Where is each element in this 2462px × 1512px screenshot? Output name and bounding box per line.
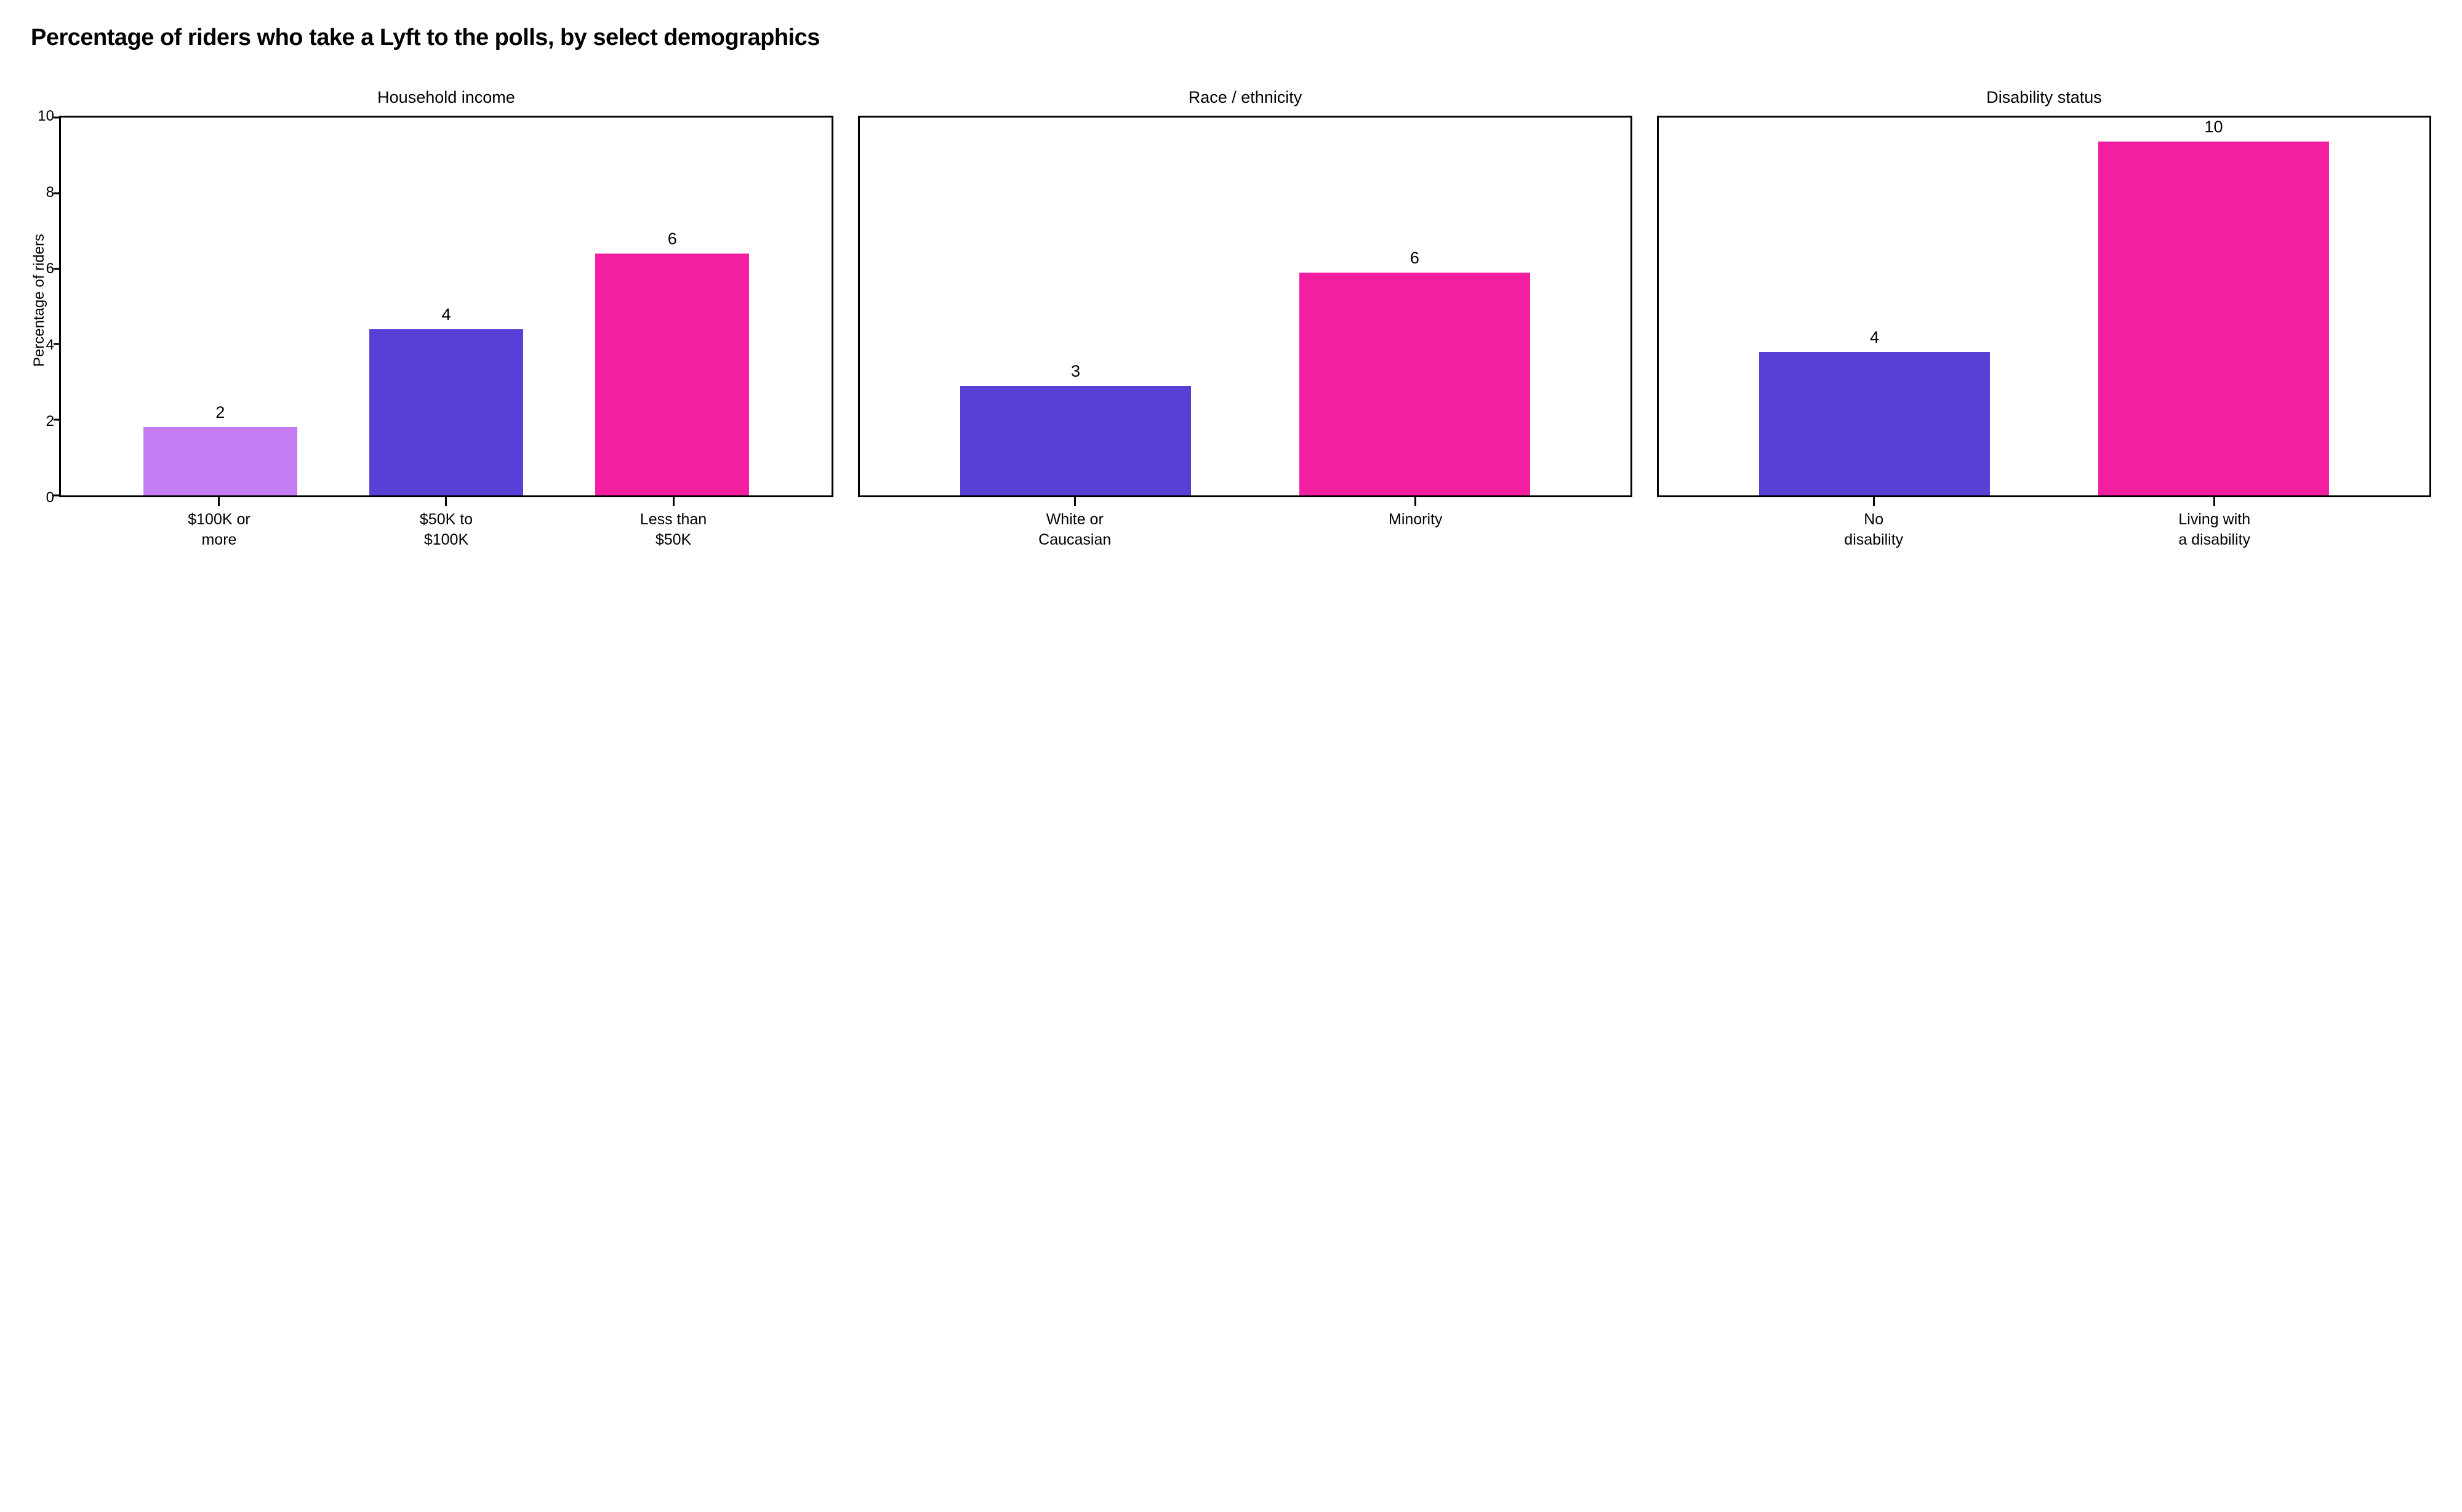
bar-value-label: 6 (1410, 249, 1419, 268)
bar (960, 386, 1191, 495)
bar-value-label: 4 (441, 305, 451, 324)
bar-value-label: 10 (2204, 118, 2223, 137)
chart-panel: Race / ethnicity36White or CaucasianMino… (858, 88, 1632, 550)
y-axis-ticks: 1086420 (54, 116, 59, 498)
x-axis-labels: No disabilityLiving with a disability (1657, 510, 2431, 550)
x-tick-marks (59, 497, 833, 506)
x-tick-marks (858, 497, 1632, 506)
y-tick-label: 0 (46, 490, 54, 505)
x-tick-label: Living with a disability (2044, 510, 2385, 550)
bar-column: 4 (1705, 118, 2044, 495)
plot-wrap: 36 (858, 116, 1632, 497)
figure: Percentage of riders 1086420 Household i… (31, 88, 2431, 550)
y-tick-label: 10 (38, 109, 54, 124)
x-axis-labels: $100K or more$50K to $100KLess than $50K (59, 510, 833, 550)
bar-column: 6 (1245, 118, 1584, 495)
x-axis-labels: White or CaucasianMinority (858, 510, 1632, 550)
bar (1759, 352, 1990, 495)
panel-title: Disability status (1657, 88, 2431, 107)
panel-title: Race / ethnicity (858, 88, 1632, 107)
bar-value-label: 2 (215, 403, 225, 422)
plot-area: 36 (858, 116, 1632, 497)
y-tick-label: 6 (46, 262, 54, 276)
bar (2098, 142, 2329, 495)
x-tick-label: White or Caucasian (904, 510, 1245, 550)
bar (595, 254, 749, 495)
plot-wrap: 4 10 (1657, 116, 2431, 497)
x-tick-label: Less than $50K (560, 510, 787, 550)
bar-value-label: 6 (668, 230, 677, 249)
chart-panel: Household income 2 4 6 $100K or more$50K to … (59, 88, 833, 550)
bar (369, 329, 523, 495)
x-tick-label: $50K to $100K (332, 510, 559, 550)
bars-group: 2 4 6 (61, 118, 832, 495)
x-tick-label: No disability (1703, 510, 2044, 550)
plot-area: 2 4 6 (59, 116, 833, 497)
plot-wrap: 2 4 6 (59, 116, 833, 497)
x-tick-marks (1657, 497, 2431, 506)
bar (1299, 273, 1530, 495)
bar-column: 4 (333, 118, 559, 495)
bars-group: 4 10 (1659, 118, 2429, 495)
x-tick-label: Minority (1245, 510, 1586, 550)
x-tick-label: $100K or more (105, 510, 332, 550)
bar-value-label: 3 (1071, 362, 1080, 381)
bar-column: 3 (906, 118, 1245, 495)
bar-column: 6 (559, 118, 785, 495)
y-tick-label: 4 (46, 338, 54, 353)
bars-group: 36 (860, 118, 1630, 495)
y-tick-label: 8 (46, 185, 54, 200)
bar-column: 10 (2044, 118, 2383, 495)
bar-column: 2 (107, 118, 333, 495)
panels-container: Household income 2 4 6 $100K or more$50K to … (59, 88, 2431, 550)
page-title: Percentage of riders who take a Lyft to … (31, 25, 2431, 51)
plot-area: 4 10 (1657, 116, 2431, 497)
bar-value-label: 4 (1870, 328, 1879, 347)
bar (143, 427, 297, 495)
y-tick-label: 2 (46, 414, 54, 429)
chart-panel: Disability status 4 10 No disabilityLiving … (1657, 88, 2431, 550)
panel-title: Household income (59, 88, 833, 107)
